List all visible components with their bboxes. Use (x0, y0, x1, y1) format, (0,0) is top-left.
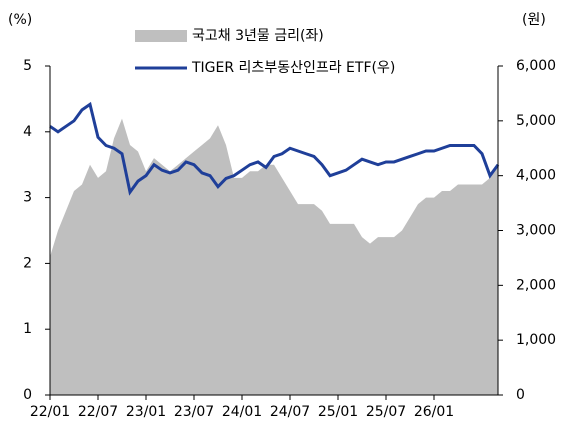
x-tick-label: 26/01 (414, 404, 454, 420)
legend-swatch (135, 30, 187, 42)
x-tick-label: 25/07 (366, 404, 406, 420)
y2-tick-label: 1,000 (516, 332, 556, 348)
y-tick-label: 3 (23, 190, 32, 206)
y-tick-label: 2 (23, 255, 32, 271)
y2-tick-label: 5,000 (516, 113, 556, 129)
area (50, 118, 498, 395)
y-axis-label: (%) (8, 12, 32, 28)
x-tick-label: 22/01 (30, 404, 70, 420)
line (49, 101, 500, 196)
x-tick-label: 25/01 (318, 404, 358, 420)
y2-tick-label: 3,000 (516, 223, 556, 239)
x-tick-label: 23/07 (174, 404, 214, 420)
x-tick-label: 24/07 (270, 404, 310, 420)
x-tick-label: 24/01 (222, 404, 262, 420)
legend-label: 국고채 3년물 금리(좌) (192, 28, 324, 44)
y2-tick-label: 0 (516, 387, 525, 403)
y-tick-label: 0 (23, 387, 32, 403)
y2-tick-label: 4,000 (516, 168, 556, 184)
legend-label: TIGER 리츠부동산인프라 ETF(우) (191, 60, 395, 76)
y2-tick-label: 2,000 (516, 277, 556, 293)
x-tick-label: 23/01 (126, 404, 166, 420)
y2-tick-label: 6,000 (516, 58, 556, 74)
x-tick-label: 22/07 (78, 404, 118, 420)
y-tick-label: 4 (23, 124, 32, 140)
y-tick-label: 1 (23, 321, 32, 337)
y-tick-label: 5 (23, 58, 32, 74)
y2-axis-label: (원) (522, 12, 546, 28)
